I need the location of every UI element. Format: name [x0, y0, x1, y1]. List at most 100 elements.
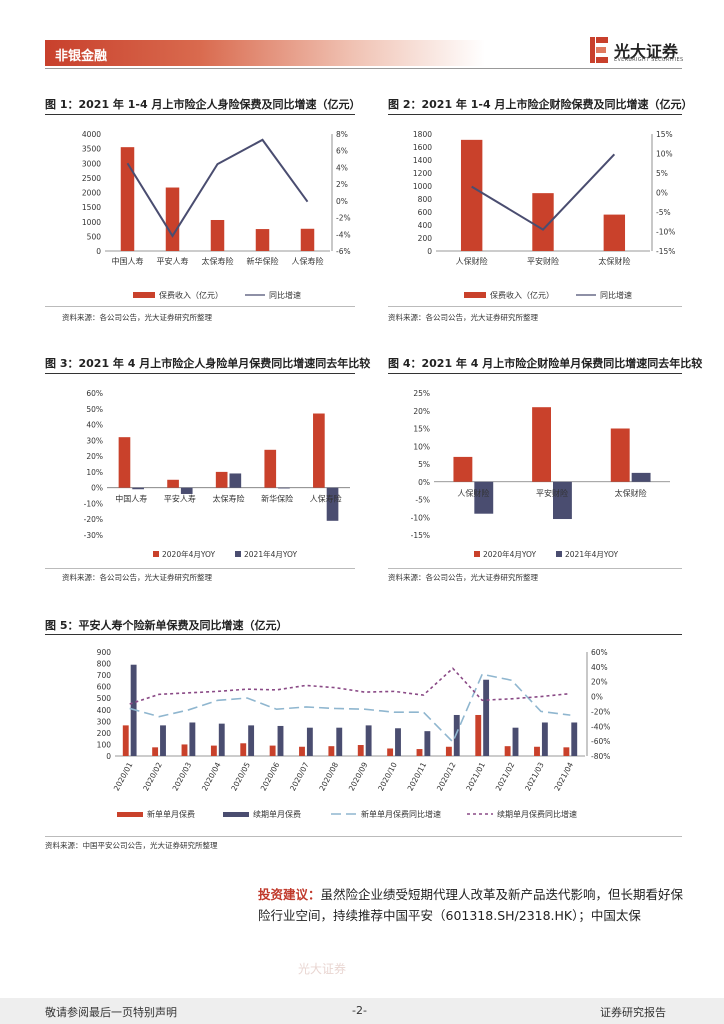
fig5-ytick-right: 40% [591, 663, 608, 672]
fig2-ytick-right: 10% [656, 150, 673, 159]
fig1-xtick: 人保寿险 [292, 256, 324, 266]
advice-keyword: 投资建议： [258, 887, 321, 902]
fig5-ytick-left: 0 [106, 752, 111, 761]
fig1-ytick-right: 4% [336, 163, 348, 172]
fig5-xtick: 2020/01 [112, 761, 135, 793]
fig4-xtick: 平安财险 [536, 488, 568, 498]
fig3-legend-label: 2020年4月YOY [162, 549, 216, 559]
fig1-ytick-right: -6% [336, 247, 351, 256]
fig3-bar-2020 [313, 413, 325, 488]
fig3-bar-2020 [118, 437, 131, 488]
fig5-line-renewal-growth [129, 667, 571, 705]
fig2-ytick-right: 0% [656, 189, 668, 198]
fig3-source: 资料来源：各公司公告，光大证券研究所整理 [62, 573, 212, 582]
fig2-bar [460, 139, 483, 251]
fig5-ytick-left: 400 [97, 706, 112, 715]
fig4-ytick-left: -10% [411, 513, 430, 522]
fig1-ytick-left: 1500 [82, 203, 101, 212]
fig1-ytick-left: 2500 [82, 174, 101, 183]
fig5-bar-renewal [483, 679, 490, 756]
fig3-legend-swatch [153, 551, 159, 557]
fig1-ytick-left: 3000 [82, 159, 101, 168]
fig2-ytick-right: -15% [656, 247, 675, 256]
fig2-bar [603, 214, 626, 251]
fig3-ytick-left: 10% [86, 468, 103, 477]
fig3-bar-2021 [229, 473, 242, 488]
fig3-ytick-left: 0% [91, 484, 103, 493]
fig1-bar [210, 219, 225, 251]
fig1-xtick: 太保寿险 [202, 256, 234, 266]
fig1-title: 图 1：2021 年 1-4 月上市险企人身险保费及同比增速（亿元） [45, 98, 361, 111]
fig1-source: 资料来源：各公司公告，光大证券研究所整理 [62, 313, 212, 322]
fig2-ytick-left: 1600 [413, 143, 432, 152]
fig2-xtick: 太保财险 [598, 256, 630, 266]
fig5-bar-renewal [453, 714, 460, 756]
fig4-bar-2020 [532, 407, 551, 482]
fig3-ytick-left: 30% [86, 436, 103, 445]
fig5-ytick-left: 900 [97, 648, 112, 657]
fig5-xtick: 2020/04 [200, 761, 223, 793]
fig2-ytick-right: 5% [656, 169, 668, 178]
fig5-bar-renewal [336, 727, 343, 756]
fig4-ytick-left: -5% [415, 496, 430, 505]
fig4-ytick-left: -15% [411, 531, 430, 540]
fig5-bar-new [563, 747, 570, 756]
fig5-source: 资料来源：中国平安公司公告，光大证券研究所整理 [45, 841, 218, 850]
fig5-ytick-left: 600 [97, 683, 112, 692]
investment-advice: 投资建议：虽然险企业绩受短期代理人改革及新产品迭代影响，但长期看好保险行业空间，… [258, 884, 688, 926]
fig1-ytick-left: 4000 [82, 130, 101, 139]
fig5-xtick: 2020/05 [229, 761, 252, 793]
fig4-legend-swatch [556, 551, 562, 557]
fig5-ytick-right: 0% [591, 693, 603, 702]
fig5-legend-label: 新单单月保费 [147, 809, 195, 819]
fig1-legend-bar-label: 保费收入（亿元） [159, 290, 223, 300]
fig4-ytick-left: 15% [413, 425, 430, 434]
fig5-title: 图 5：平安人寿个险新单保费及同比增速（亿元） [45, 619, 288, 632]
fig1-ytick-left: 1000 [82, 218, 101, 227]
logo-name: 光大证券 [614, 42, 679, 61]
fig3-title-rule [45, 373, 355, 374]
fig1-ytick-left: 2000 [82, 189, 101, 198]
fig1-ytick-right: 6% [336, 147, 348, 156]
section-title: 非银金融 [55, 49, 108, 64]
fig2-legend-bar-swatch [464, 292, 486, 298]
fig5-bar-renewal [248, 725, 255, 756]
logo-english: EVERBRIGHT SECURITIES [614, 57, 684, 63]
fig3-chart: -30% -20% -10% 0% 10% 20% 30% 40% 50% 60% 中国人寿 平安人寿… [84, 389, 350, 559]
fig5-bar-new [357, 745, 364, 756]
fig5-bar-renewal [512, 727, 519, 756]
fig2-title: 图 2：2021 年 1-4 月上市险企财险保费及同比增速（亿元） [388, 98, 693, 111]
fig2-ytick-left: 600 [418, 208, 433, 217]
fig4-source-rule [388, 568, 682, 569]
fig5-xtick: 2020/07 [288, 761, 311, 793]
fig5-bar-new [328, 746, 335, 756]
fig4-xtick: 太保财险 [615, 488, 647, 498]
fig4-source: 资料来源：各公司公告，光大证券研究所整理 [388, 573, 538, 582]
fig5-bar-new [387, 748, 394, 756]
fig2-ytick-left: 1800 [413, 130, 432, 139]
fig5-ytick-left: 100 [97, 740, 112, 749]
fig5-ytick-right: -20% [591, 707, 610, 716]
fig4-bar-2021 [553, 481, 572, 520]
fig5-xtick: 2021/02 [494, 761, 517, 793]
fig2-source-rule [388, 306, 682, 307]
fig5-source-rule [45, 836, 682, 837]
fig5-xtick: 2021/03 [523, 761, 546, 793]
fig1-source-rule [45, 306, 355, 307]
fig4-ytick-left: 10% [413, 442, 430, 451]
fig2-legend-line-label: 同比增速 [600, 290, 632, 300]
fig5-bar-renewal [541, 722, 548, 756]
fig1-ytick-right: 0% [336, 197, 348, 206]
fig5-bar-new [269, 745, 276, 756]
fig2-source: 资料来源：各公司公告，光大证券研究所整理 [388, 313, 538, 322]
fig1-ytick-right: 8% [336, 130, 348, 139]
fig5-ytick-right: -60% [591, 737, 610, 746]
fig1-growth-line [126, 138, 309, 238]
fig4-ytick-left: 20% [413, 407, 430, 416]
fig1-ytick-left: 0 [96, 247, 101, 256]
fig5-xtick: 2020/02 [141, 761, 164, 793]
fig5-xtick: 2020/03 [171, 761, 194, 793]
fig5-bar-new [475, 714, 482, 756]
fig5-bar-renewal [277, 725, 284, 756]
fig3-bar-2021 [132, 487, 144, 490]
